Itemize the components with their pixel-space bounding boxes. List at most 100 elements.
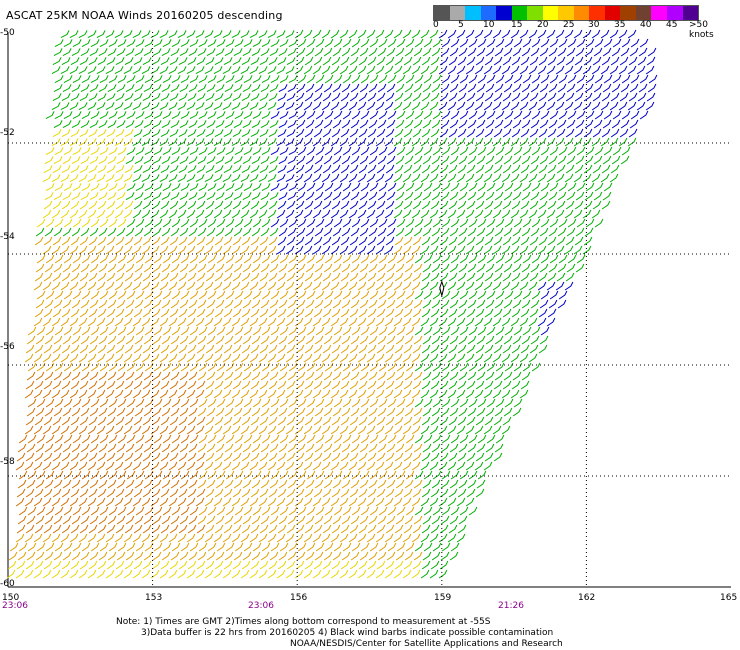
wind-barb (367, 128, 377, 138)
wind-barb (179, 299, 189, 309)
wind-barb (35, 479, 45, 489)
wind-barb (611, 155, 621, 165)
wind-barb (124, 129, 134, 138)
wind-barb (205, 452, 215, 462)
wind-barb (394, 164, 404, 174)
wind-barb (447, 317, 457, 327)
wind-barb (141, 461, 151, 471)
wind-barb (105, 353, 115, 363)
wind-barb (43, 344, 53, 354)
wind-barb (564, 173, 574, 183)
wind-barb (251, 263, 261, 273)
wind-barb (114, 425, 124, 435)
wind-barb (457, 200, 467, 210)
wind-barb (278, 84, 288, 93)
wind-barb (493, 272, 503, 282)
wind-barb (384, 245, 394, 255)
latitude-label: -54 (0, 232, 15, 242)
wind-barb (351, 182, 361, 192)
wind-barb (205, 129, 215, 138)
wind-barb (431, 299, 441, 309)
wind-barb (303, 497, 313, 507)
wind-barb (62, 515, 72, 525)
wind-barb (537, 137, 547, 147)
wind-barb (123, 317, 133, 327)
wind-barb (159, 138, 169, 147)
wind-barb (331, 524, 341, 534)
wind-barb (339, 281, 349, 291)
wind-barb (250, 524, 260, 534)
wind-barb (99, 398, 109, 408)
wind-barb (153, 326, 163, 336)
wind-barb (413, 407, 423, 417)
wind-barb (575, 83, 585, 93)
wind-barb (430, 272, 440, 282)
colorbar-label: 0 (433, 20, 439, 30)
wind-barb (160, 560, 170, 570)
wind-barb (439, 56, 449, 66)
wind-barb (106, 344, 116, 354)
wind-barb (295, 308, 305, 318)
wind-barb (206, 551, 216, 561)
wind-barb (180, 254, 190, 264)
wind-barb (142, 200, 152, 210)
wind-barb (321, 497, 331, 507)
wind-barb (377, 479, 387, 489)
wind-barb (330, 65, 340, 75)
wind-barb (396, 542, 406, 552)
wind-barb (448, 56, 458, 66)
wind-barb (528, 173, 538, 183)
wind-barb (288, 506, 298, 516)
wind-barb (627, 137, 637, 147)
wind-barb (430, 344, 440, 354)
wind-barb (348, 29, 358, 39)
wind-barb (170, 443, 180, 453)
wind-barb (161, 299, 171, 309)
wind-barb (285, 138, 295, 147)
wind-barb (513, 362, 523, 372)
wind-barb (287, 371, 297, 381)
wind-barb (233, 335, 243, 345)
wind-barb (251, 48, 261, 57)
wind-barb (294, 353, 304, 363)
wind-barb (366, 461, 376, 471)
wind-barb (369, 290, 379, 300)
wind-barb (285, 425, 295, 435)
wind-barb (171, 326, 181, 336)
wind-barb (432, 542, 442, 552)
wind-barb (61, 524, 71, 534)
wind-barb (288, 218, 298, 228)
wind-barb (125, 299, 135, 309)
wind-barb (240, 174, 250, 183)
wind-barb (178, 200, 188, 210)
wind-barb (223, 308, 233, 318)
wind-barb (152, 551, 162, 561)
wind-barb (286, 344, 296, 354)
wind-barb (376, 200, 386, 210)
wind-barb (62, 227, 72, 237)
wind-barb (115, 57, 125, 66)
wind-barb (42, 497, 52, 507)
wind-barb (268, 344, 278, 354)
wind-barb (564, 29, 574, 39)
wind-barb (438, 245, 448, 255)
wind-barb (429, 461, 439, 471)
wind-barb (323, 335, 333, 345)
wind-barb (465, 281, 475, 291)
wind-barb (314, 119, 324, 129)
wind-barb (610, 56, 620, 66)
wind-barb (333, 470, 343, 480)
wind-barb (261, 147, 271, 156)
wind-barb (222, 138, 232, 147)
wind-barb (513, 38, 523, 48)
wind-barb (305, 551, 315, 561)
wind-barb (249, 533, 259, 543)
wind-barb (87, 138, 97, 147)
colorbar-swatch (589, 6, 605, 20)
wind-barb (403, 128, 413, 138)
wind-barb (143, 192, 153, 201)
wind-barb (349, 128, 359, 138)
wind-barb (97, 165, 107, 174)
wind-barb (297, 110, 307, 120)
wind-barb (296, 335, 306, 345)
